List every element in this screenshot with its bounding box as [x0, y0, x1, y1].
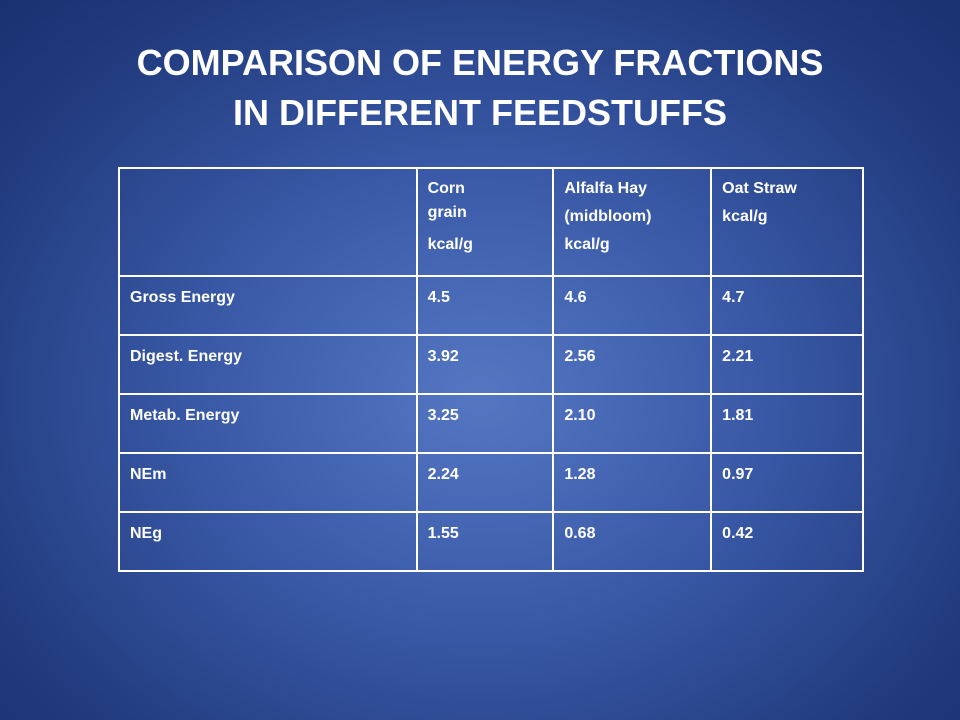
row-label: Gross Energy: [118, 275, 418, 336]
cell-oat: 0.97: [710, 452, 864, 513]
header-alfalfa-unit: kcal/g: [564, 236, 610, 253]
cell-oat: 4.7: [710, 275, 864, 336]
cell-oat: 0.42: [710, 511, 864, 572]
table-header-row: Corn grain kcal/g Alfalfa Hay (midbloom)…: [118, 167, 864, 277]
title-line-1: COMPARISON OF ENERGY FRACTIONS: [136, 42, 824, 83]
header-corn-line-1: Corn: [427, 180, 465, 197]
header-oat-unit: kcal/g: [722, 208, 768, 225]
cell-corn: 1.55: [415, 511, 555, 572]
table-row: NEg 1.55 0.68 0.42: [118, 511, 864, 572]
cell-corn: 3.92: [415, 334, 555, 395]
header-oat-line-1: Oat Straw: [722, 180, 797, 197]
header-alfalfa-line-1: Alfalfa Hay: [564, 180, 648, 197]
table-row: NEm 2.24 1.28 0.97: [118, 452, 864, 513]
cell-alfalfa: 2.10: [552, 393, 713, 454]
row-label: NEg: [118, 511, 418, 572]
cell-alfalfa: 1.28: [552, 452, 713, 513]
slide-title: COMPARISON OF ENERGY FRACTIONS IN DIFFER…: [0, 38, 960, 138]
header-cell-oat-straw: Oat Straw kcal/g: [710, 167, 864, 277]
header-corn-line-2: grain: [427, 204, 467, 221]
table-row: Digest. Energy 3.92 2.56 2.21: [118, 334, 864, 395]
title-line-2: IN DIFFERENT FEEDSTUFFS: [233, 92, 727, 133]
cell-alfalfa: 4.6: [552, 275, 713, 336]
cell-alfalfa: 0.68: [552, 511, 713, 572]
header-alfalfa-line-2: (midbloom): [564, 208, 652, 225]
header-cell-corn-grain: Corn grain kcal/g: [415, 167, 555, 277]
cell-corn: 3.25: [415, 393, 555, 454]
cell-oat: 1.81: [710, 393, 864, 454]
cell-alfalfa: 2.56: [552, 334, 713, 395]
energy-fractions-table: Corn grain kcal/g Alfalfa Hay (midbloom)…: [118, 167, 864, 572]
header-corn-unit: kcal/g: [427, 236, 473, 253]
row-label: NEm: [118, 452, 418, 513]
table-row: Metab. Energy 3.25 2.10 1.81: [118, 393, 864, 454]
cell-corn: 2.24: [415, 452, 555, 513]
cell-corn: 4.5: [415, 275, 555, 336]
row-label: Metab. Energy: [118, 393, 418, 454]
row-label: Digest. Energy: [118, 334, 418, 395]
table-row: Gross Energy 4.5 4.6 4.7: [118, 275, 864, 336]
header-cell-empty: [118, 167, 418, 277]
header-cell-alfalfa-hay: Alfalfa Hay (midbloom) kcal/g: [552, 167, 713, 277]
cell-oat: 2.21: [710, 334, 864, 395]
